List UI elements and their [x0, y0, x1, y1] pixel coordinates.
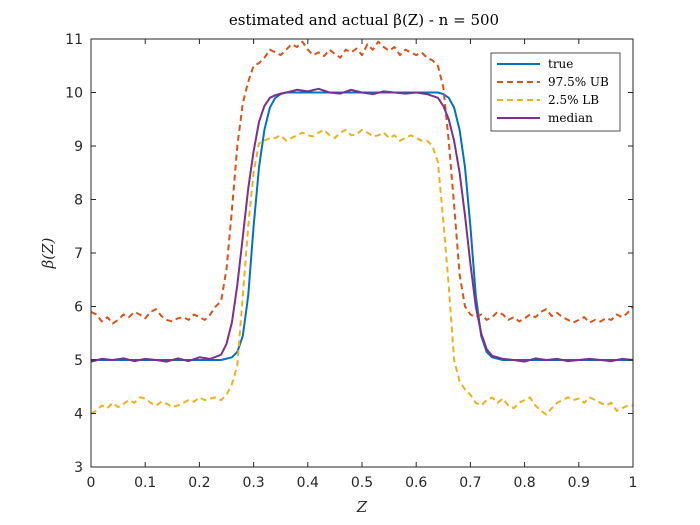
x-tick-label: 0.9	[568, 475, 590, 491]
chart-title: estimated and actual β(Z) - n = 500	[229, 11, 499, 29]
series-line-2	[90, 128, 633, 416]
ticks-layer: 0 0.1 0.2 0.3 0.4 0.5 0.6 0.7 0.8 0.9 1 3 4 5 6 7 8 9 10 11	[65, 32, 637, 491]
legend-label-1: 97.5% UB	[548, 75, 609, 89]
y-tick-label: 3	[74, 460, 83, 476]
y-tick-label: 4	[74, 407, 83, 423]
x-tick-label: 0.8	[513, 475, 535, 491]
legend[interactable]: true 97.5% UB 2.5% LB median	[490, 52, 621, 132]
y-tick-label: 7	[74, 246, 83, 262]
x-tick-label: 0	[87, 475, 96, 491]
y-axis-label: β(Z)	[39, 237, 57, 269]
y-tick-label: 6	[74, 300, 83, 316]
x-tick-label: 0.2	[188, 475, 210, 491]
legend-label-3: median	[548, 111, 593, 125]
x-tick-label: 0.6	[405, 475, 427, 491]
x-tick-label: 0.7	[459, 475, 481, 491]
x-tick-label: 1	[629, 475, 638, 491]
x-tick-label: 0.3	[242, 475, 264, 491]
legend-label-0: true	[548, 57, 573, 71]
x-tick-label: 0.1	[134, 475, 156, 491]
legend-items: true 97.5% UB 2.5% LB median	[497, 57, 609, 125]
series-line-1	[90, 40, 634, 325]
y-tick-label: 10	[65, 86, 83, 102]
y-tick-label: 8	[74, 193, 83, 209]
series-layer	[90, 40, 634, 416]
series-line-3	[90, 87, 634, 363]
y-tick-label: 11	[65, 32, 83, 48]
y-tick-label: 9	[74, 139, 83, 155]
legend-label-2: 2.5% LB	[548, 93, 599, 107]
x-tick-label: 0.4	[297, 475, 319, 491]
y-tick-label: 5	[74, 353, 83, 369]
x-axis-label: Z	[356, 498, 368, 516]
x-tick-label: 0.5	[351, 475, 373, 491]
